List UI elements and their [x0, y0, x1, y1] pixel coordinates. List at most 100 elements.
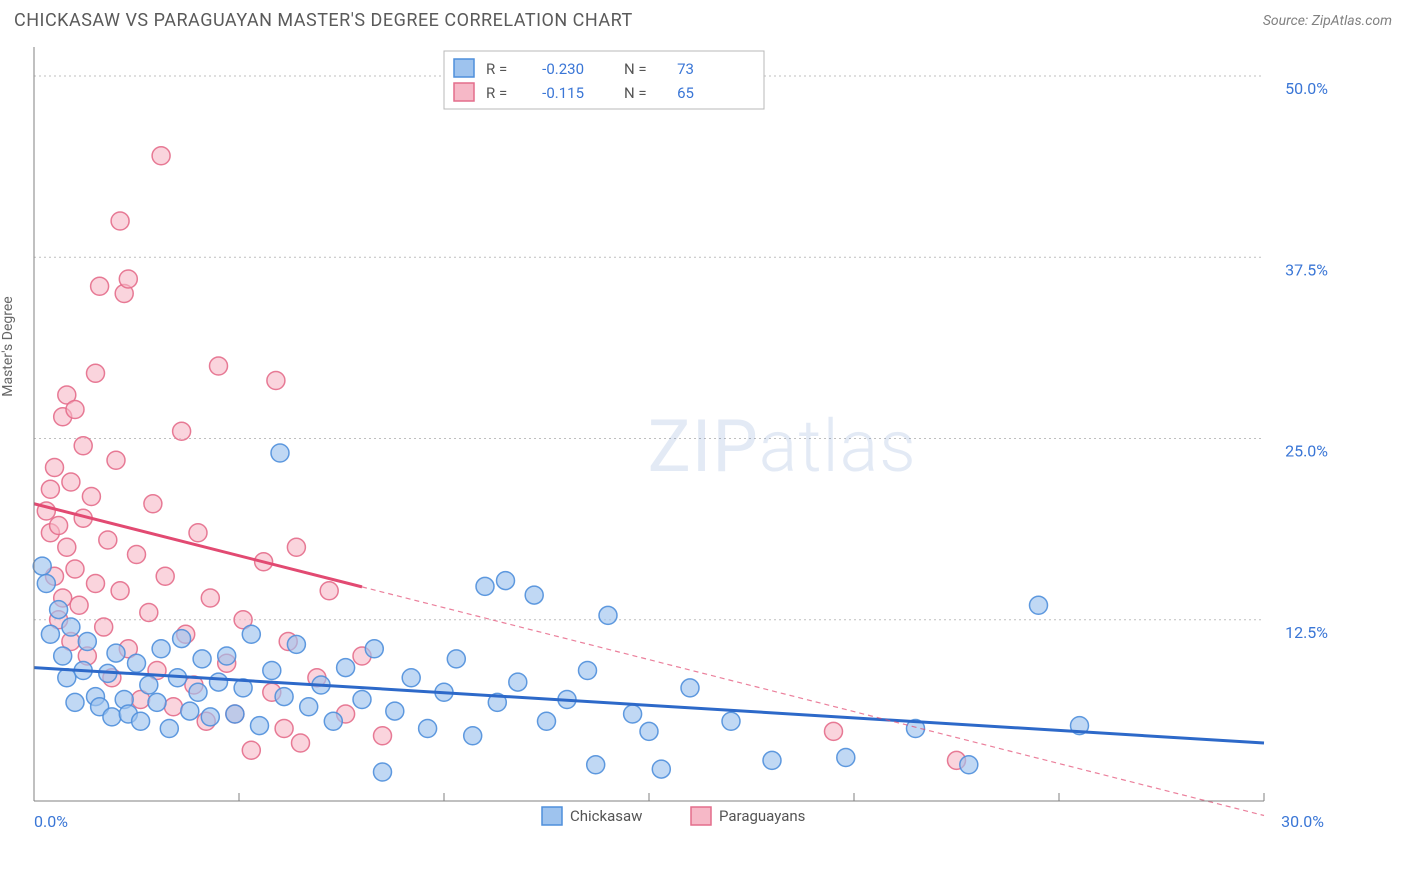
legend-r-label: R = [486, 60, 507, 78]
data-point [386, 702, 404, 720]
chart-area: Master's Degree 12.5%25.0%37.5%50.0%ZIPa… [14, 39, 1392, 839]
x-tick-label: 0.0% [34, 812, 68, 831]
stats-legend: R = -0.230 N = 73 R = -0.115 N = 65 [444, 51, 764, 109]
data-point [300, 698, 318, 716]
data-point [103, 708, 121, 726]
data-point [66, 693, 84, 711]
data-point [173, 630, 191, 648]
legend-r-label: R = [486, 84, 507, 102]
data-point [152, 147, 170, 165]
data-point [201, 589, 219, 607]
legend-n-label: N = [624, 84, 647, 102]
data-point [837, 749, 855, 767]
data-point [292, 734, 310, 752]
data-point [74, 437, 92, 455]
data-point [525, 586, 543, 604]
data-point [54, 647, 72, 665]
legend-swatch [691, 807, 711, 825]
data-point [353, 691, 371, 709]
data-point [251, 717, 269, 735]
data-point [402, 669, 420, 687]
legend-r-value: -0.115 [542, 84, 584, 102]
data-point [337, 659, 355, 677]
data-point [640, 722, 658, 740]
data-point [419, 720, 437, 738]
data-point [58, 538, 76, 556]
data-point [652, 760, 670, 778]
data-point [87, 575, 105, 593]
data-point [447, 650, 465, 668]
data-point [160, 720, 178, 738]
chart-title: CHICKASAW VS PARAGUAYAN MASTER'S DEGREE … [14, 10, 633, 31]
data-point [132, 712, 150, 730]
y-axis-label: Master's Degree [0, 296, 16, 396]
data-point [681, 679, 699, 697]
data-point [722, 712, 740, 730]
legend-r-value: -0.230 [542, 60, 584, 78]
legend-series-label: Paraguayans [719, 807, 805, 825]
data-point [41, 625, 59, 643]
data-point [374, 727, 392, 745]
data-point [509, 673, 527, 691]
data-point [476, 577, 494, 595]
source-label: Source: ZipAtlas.com [1263, 13, 1392, 29]
data-point [218, 647, 236, 665]
data-point [193, 650, 211, 668]
legend-swatch [454, 83, 474, 101]
data-point [156, 567, 174, 585]
legend-series-label: Chickasaw [570, 807, 642, 825]
legend-n-value: 73 [677, 60, 694, 78]
data-point [128, 546, 146, 564]
y-tick-label: 37.5% [1285, 260, 1328, 279]
data-point [825, 722, 843, 740]
data-point [374, 763, 392, 781]
data-point [267, 372, 285, 390]
y-tick-label: 12.5% [1285, 623, 1328, 642]
data-point [95, 618, 113, 636]
data-point [70, 596, 88, 614]
data-point [538, 712, 556, 730]
data-point [226, 705, 244, 723]
data-point [164, 698, 182, 716]
trendline [34, 504, 362, 587]
data-point [37, 575, 55, 593]
data-point [107, 644, 125, 662]
data-point [111, 582, 129, 600]
data-point [144, 495, 162, 513]
legend-n-label: N = [624, 60, 647, 78]
data-point [148, 693, 166, 711]
data-point [119, 270, 137, 288]
data-point [242, 741, 260, 759]
data-point [287, 635, 305, 653]
data-point [464, 727, 482, 745]
data-point [128, 654, 146, 672]
data-point [275, 720, 293, 738]
data-point [263, 662, 281, 680]
data-point [91, 277, 109, 295]
data-point [62, 473, 80, 491]
data-point [579, 662, 597, 680]
data-point [140, 604, 158, 622]
legend-n-value: 65 [677, 84, 694, 102]
data-point [201, 708, 219, 726]
watermark: ZIPatlas [648, 404, 917, 489]
data-point [271, 444, 289, 462]
x-tick-label: 30.0% [1281, 812, 1324, 831]
data-point [320, 582, 338, 600]
data-point [66, 560, 84, 578]
legend-swatch [542, 807, 562, 825]
data-point [960, 756, 978, 774]
data-point [287, 538, 305, 556]
data-point [181, 702, 199, 720]
data-point [152, 640, 170, 658]
data-point [624, 705, 642, 723]
data-point [46, 459, 64, 477]
data-point [275, 688, 293, 706]
scatter-plot: 12.5%25.0%37.5%50.0%ZIPatlas0.0%30.0%R =… [14, 39, 1334, 839]
data-point [33, 557, 51, 575]
data-point [189, 524, 207, 542]
data-point [62, 618, 80, 636]
data-point [189, 683, 207, 701]
data-point [210, 673, 228, 691]
data-point [50, 517, 68, 535]
